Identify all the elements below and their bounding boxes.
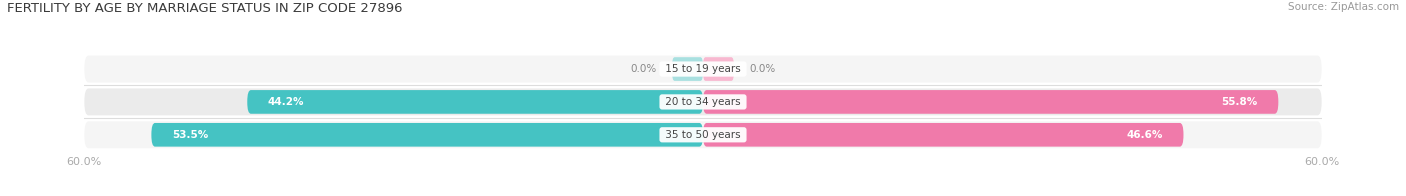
FancyBboxPatch shape bbox=[152, 123, 703, 147]
Text: 15 to 19 years: 15 to 19 years bbox=[662, 64, 744, 74]
Text: 55.8%: 55.8% bbox=[1222, 97, 1258, 107]
Text: 35 to 50 years: 35 to 50 years bbox=[662, 130, 744, 140]
Text: 46.6%: 46.6% bbox=[1126, 130, 1163, 140]
FancyBboxPatch shape bbox=[84, 55, 1322, 83]
Text: 20 to 34 years: 20 to 34 years bbox=[662, 97, 744, 107]
FancyBboxPatch shape bbox=[703, 123, 1184, 147]
FancyBboxPatch shape bbox=[247, 90, 703, 114]
Text: Source: ZipAtlas.com: Source: ZipAtlas.com bbox=[1288, 2, 1399, 12]
FancyBboxPatch shape bbox=[84, 88, 1322, 115]
Text: 44.2%: 44.2% bbox=[269, 97, 304, 107]
Text: 0.0%: 0.0% bbox=[749, 64, 776, 74]
Text: FERTILITY BY AGE BY MARRIAGE STATUS IN ZIP CODE 27896: FERTILITY BY AGE BY MARRIAGE STATUS IN Z… bbox=[7, 2, 402, 15]
FancyBboxPatch shape bbox=[84, 121, 1322, 148]
FancyBboxPatch shape bbox=[703, 90, 1278, 114]
FancyBboxPatch shape bbox=[703, 57, 734, 81]
Text: 53.5%: 53.5% bbox=[172, 130, 208, 140]
Text: 0.0%: 0.0% bbox=[630, 64, 657, 74]
FancyBboxPatch shape bbox=[672, 57, 703, 81]
